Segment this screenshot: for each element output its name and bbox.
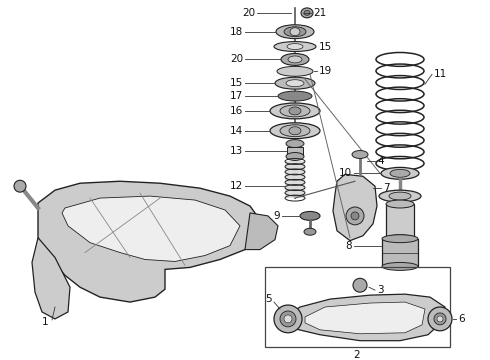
Text: 15: 15 [230,78,243,88]
Text: 16: 16 [230,106,243,116]
Text: 5: 5 [266,294,272,304]
Ellipse shape [428,307,452,331]
Text: 4: 4 [377,157,384,166]
Polygon shape [305,302,425,334]
Ellipse shape [290,28,300,36]
Ellipse shape [434,313,446,325]
Ellipse shape [286,153,304,161]
Ellipse shape [275,77,315,89]
Ellipse shape [386,235,414,243]
Ellipse shape [301,8,313,18]
Ellipse shape [276,25,314,39]
Text: 21: 21 [313,8,326,18]
Text: 1: 1 [42,317,49,327]
Ellipse shape [437,316,443,322]
Ellipse shape [274,42,316,51]
Text: 2: 2 [354,350,360,360]
Bar [265,267,450,347]
Polygon shape [282,294,445,341]
Bar [287,147,303,157]
Text: 15: 15 [319,41,332,51]
Bar [382,239,418,266]
Text: 3: 3 [377,285,384,295]
Ellipse shape [277,66,313,76]
Ellipse shape [382,262,418,270]
Ellipse shape [289,107,301,115]
Text: 20: 20 [242,8,255,18]
Ellipse shape [270,103,320,119]
Ellipse shape [286,80,304,87]
Ellipse shape [386,200,414,208]
Ellipse shape [274,305,302,333]
Ellipse shape [284,27,306,37]
Ellipse shape [382,235,418,243]
Ellipse shape [379,190,421,202]
Ellipse shape [280,311,296,327]
Ellipse shape [14,180,26,192]
Text: 17: 17 [230,91,243,101]
Text: 12: 12 [230,181,243,191]
Ellipse shape [289,127,301,135]
Ellipse shape [281,54,309,66]
Text: 19: 19 [319,66,332,76]
Text: 18: 18 [230,27,243,37]
Polygon shape [245,213,278,249]
Ellipse shape [280,125,310,137]
Ellipse shape [278,91,312,101]
Ellipse shape [390,169,410,177]
Polygon shape [62,196,240,261]
Ellipse shape [389,192,411,200]
Text: 6: 6 [458,314,465,324]
Bar [285,161,305,198]
Polygon shape [333,174,377,241]
Ellipse shape [287,44,303,50]
Text: 9: 9 [273,211,280,221]
Ellipse shape [304,228,316,235]
Ellipse shape [288,56,302,63]
Text: 11: 11 [434,69,447,79]
Text: 13: 13 [230,145,243,156]
Text: 14: 14 [230,126,243,136]
Ellipse shape [286,140,304,148]
Ellipse shape [304,10,310,15]
Polygon shape [32,238,70,319]
Polygon shape [38,181,260,302]
Ellipse shape [381,167,419,179]
Bar [386,204,414,239]
Text: 10: 10 [339,168,352,178]
Bar [376,59,424,163]
Ellipse shape [300,211,320,220]
Text: 20: 20 [230,54,243,64]
Ellipse shape [284,315,292,323]
Ellipse shape [270,123,320,139]
Text: 8: 8 [345,240,352,251]
Ellipse shape [353,278,367,292]
Text: 7: 7 [383,183,390,193]
Ellipse shape [280,105,310,117]
Ellipse shape [351,212,359,220]
Ellipse shape [352,150,368,158]
Ellipse shape [346,207,364,225]
